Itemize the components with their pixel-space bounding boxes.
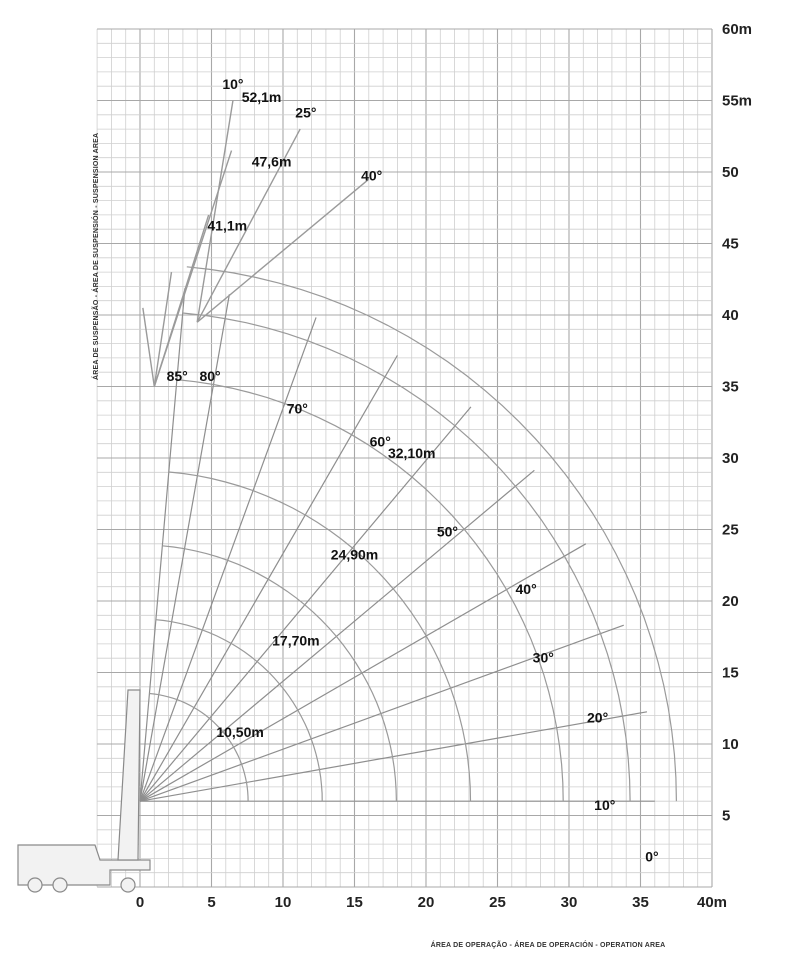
y-tick-label: 15 — [722, 665, 739, 682]
crane-mast — [117, 689, 141, 861]
x-axis-title: ÁREA DE OPERAÇÃO - ÁREA DE OPERACIÓN - O… — [431, 940, 666, 949]
annotation-label: 30° — [533, 649, 554, 665]
boom-line — [153, 271, 173, 387]
angle-line-60 — [139, 355, 398, 802]
chart-grid — [96, 28, 713, 888]
boom-outlines — [142, 100, 370, 387]
x-tick-label: 40m — [697, 894, 727, 911]
x-tick-label: 30 — [561, 894, 578, 911]
annotation-label: 10° — [594, 797, 615, 813]
length-arc — [162, 545, 397, 802]
x-tick-label: 0 — [136, 894, 144, 911]
annotation-label: 52,1m — [242, 89, 282, 105]
y-tick-label: 30 — [722, 450, 739, 467]
y-tick-label: 55m — [722, 93, 752, 110]
crane-wheel — [52, 877, 68, 893]
x-tick-label: 20 — [418, 894, 435, 911]
x-tick-label: 10 — [275, 894, 292, 911]
y-tick-label: 60m — [722, 21, 752, 38]
annotation-label: 10° — [222, 76, 243, 92]
length-arc — [182, 312, 631, 802]
y-tick-label: 10 — [722, 736, 739, 753]
x-axis-ticks: 0 5 10 15 20 25 30 35 40m — [136, 894, 727, 911]
y-tick-label: 50 — [722, 164, 739, 181]
length-arc — [176, 379, 564, 802]
annotation-label: 17,70m — [272, 632, 319, 648]
jib-line — [196, 178, 370, 323]
annotation-label: 85° — [167, 368, 188, 384]
angle-line-50 — [139, 406, 472, 802]
crane-wheel — [27, 877, 43, 893]
annotation-label: 40° — [361, 168, 382, 184]
angle-line-30 — [139, 543, 587, 802]
annotation-label: 32,10m — [388, 445, 435, 461]
length-arc — [149, 692, 249, 802]
y-axis-title: ÁREA DE SUSPENSÃO - ÁREA DE SUSPENSIÓN -… — [91, 133, 100, 380]
crane-wheel — [120, 877, 136, 893]
jib-line — [196, 128, 301, 323]
angle-line-20 — [139, 624, 624, 802]
annotation-label: 24,90m — [331, 547, 378, 563]
annotation-label: 41,1m — [207, 218, 247, 234]
annotation-label: 40° — [516, 581, 537, 597]
annotation-label: 47,6m — [252, 153, 292, 169]
y-tick-label: 35 — [722, 379, 739, 396]
boom-line — [142, 307, 155, 387]
y-tick-label: 25 — [722, 522, 739, 539]
jib-line — [196, 100, 234, 323]
annotation-label: 70° — [287, 401, 308, 417]
y-tick-label: 5 — [722, 808, 730, 825]
y-axis-ticks: 5 10 15 20 25 30 35 40 45 50 55m 60m — [722, 21, 752, 825]
annotation-label: 50° — [437, 524, 458, 540]
x-tick-label: 25 — [489, 894, 506, 911]
boom-angle-lines — [139, 288, 655, 802]
annotation-label: 60° — [370, 434, 391, 450]
x-tick-label: 35 — [632, 894, 649, 911]
boom-length-arcs — [149, 266, 677, 802]
angle-line-40 — [139, 469, 535, 802]
y-tick-label: 45 — [722, 236, 739, 253]
x-tick-label: 5 — [207, 894, 215, 911]
angle-line-80 — [139, 294, 230, 802]
annotation-label: 10,50m — [216, 724, 263, 740]
annotation-label: 25° — [295, 105, 316, 121]
x-tick-label: 15 — [346, 894, 363, 911]
length-arc — [186, 266, 677, 802]
crane-carrier — [17, 844, 151, 886]
angle-line-85 — [139, 288, 186, 802]
y-tick-label: 20 — [722, 593, 739, 610]
angle-line-10 — [139, 711, 648, 802]
angle-line-70 — [139, 317, 317, 802]
length-arc — [168, 471, 472, 802]
annotation-label: 20° — [587, 710, 608, 726]
crane-illustration — [17, 689, 151, 893]
annotation-label: 80° — [199, 368, 220, 384]
annotation-label: 0° — [645, 848, 658, 864]
y-tick-label: 40 — [722, 307, 739, 324]
length-arc — [155, 619, 323, 802]
